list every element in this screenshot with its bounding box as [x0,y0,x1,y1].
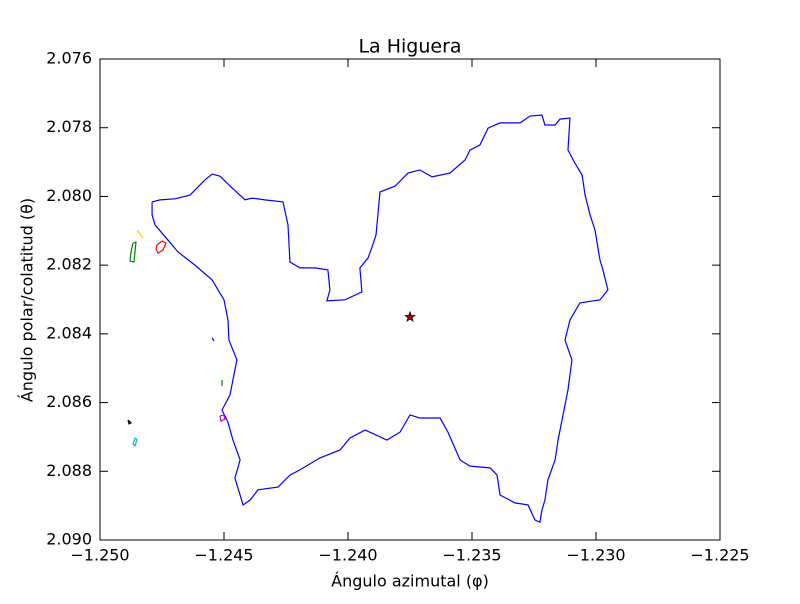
x-tick-label: −1.235 [442,546,501,565]
chart-title: La Higuera [358,36,461,58]
y-tick-label: 2.078 [46,117,92,136]
outline [219,414,226,423]
plot-frame [99,58,721,541]
x-tick-label: −1.240 [318,546,377,565]
x-tick-label: −1.245 [194,546,253,565]
outline [129,241,137,263]
y-tick-label: 2.080 [46,186,92,205]
y-tick-label: 2.076 [46,49,92,68]
x-tick-label: −1.225 [690,546,749,565]
x-tick-label: −1.250 [70,546,129,565]
y-tick-label: 2.090 [46,530,92,549]
x-axis-label: Ángulo azimutal (φ) [331,572,489,591]
outline [132,437,138,447]
y-axis-label: Ángulo polar/colatitud (θ) [18,198,37,402]
outline [127,419,133,425]
outline [136,229,144,239]
outline [155,240,167,254]
y-tick-label: 2.086 [46,392,92,411]
outline [151,114,609,523]
y-tick-label: 2.088 [46,461,92,480]
outline [211,337,215,342]
star-marker [404,310,416,323]
y-tick-label: 2.084 [46,323,92,342]
y-tick-label: 2.082 [46,255,92,274]
x-tick-label: −1.230 [566,546,625,565]
